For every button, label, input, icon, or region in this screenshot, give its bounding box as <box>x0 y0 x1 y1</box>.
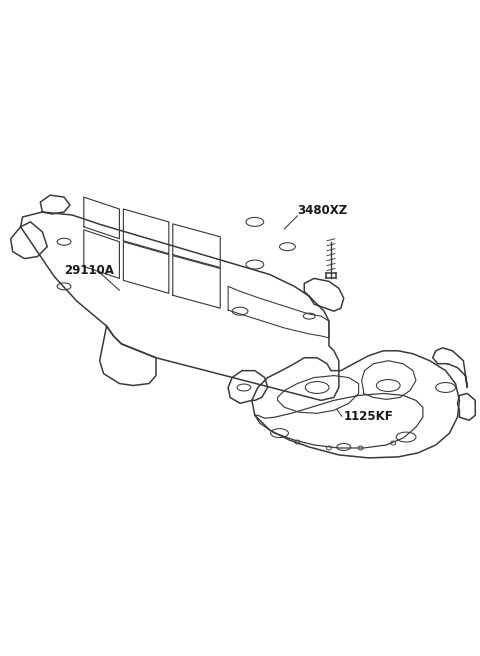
Text: 29110A: 29110A <box>64 264 114 277</box>
Text: 3480XZ: 3480XZ <box>297 205 348 218</box>
Text: 1125KF: 1125KF <box>344 410 394 422</box>
